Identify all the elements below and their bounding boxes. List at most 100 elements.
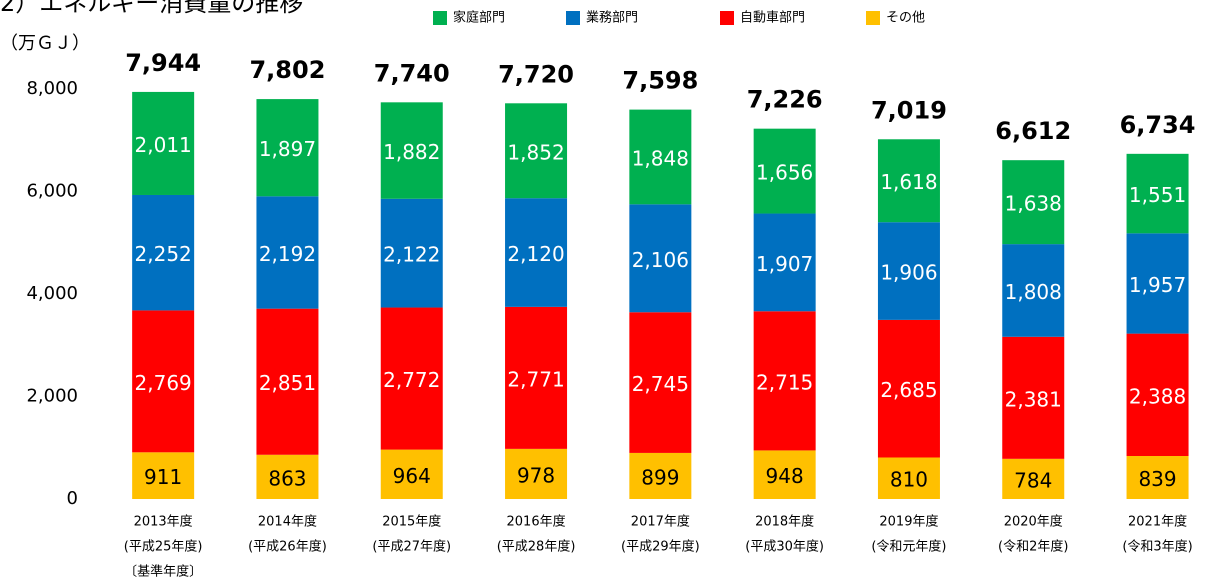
bar-segment — [1126, 233, 1189, 334]
data-label: 1,656 — [756, 161, 813, 185]
legend-swatch — [866, 11, 880, 25]
x-tick-label: 2016年度 — [507, 514, 566, 530]
bar-segment — [877, 319, 940, 458]
data-label: 2,192 — [259, 242, 316, 266]
data-label: 899 — [641, 465, 679, 489]
data-label: 863 — [268, 466, 306, 490]
legend-label: その他 — [886, 11, 925, 26]
bar-segment — [877, 222, 940, 320]
x-tick-label: 2019年度 — [879, 514, 938, 530]
legend-swatch — [720, 11, 734, 25]
x-tick-label: (令和3年度) — [1122, 539, 1192, 555]
data-label: 1,882 — [383, 140, 440, 164]
total-label: 6,612 — [995, 117, 1071, 145]
data-label: 810 — [890, 468, 928, 492]
bar-segment — [256, 196, 319, 309]
total-label: 7,802 — [249, 56, 325, 84]
y-tick-label: 2,000 — [26, 386, 78, 407]
data-label: 1,906 — [880, 261, 937, 285]
bar-segment — [1002, 458, 1065, 499]
data-label: 2,011 — [135, 133, 192, 157]
bar-segment — [256, 99, 319, 197]
data-label: 2,106 — [632, 248, 689, 272]
bar-segment — [1002, 244, 1065, 337]
x-tick-label: (平成28年度) — [497, 539, 576, 555]
bar-segment — [1002, 160, 1065, 245]
data-label: 2,772 — [383, 368, 440, 392]
data-label: 2,769 — [135, 371, 192, 395]
bar-segment — [877, 139, 940, 223]
x-tick-label: (令和2年度) — [998, 539, 1068, 555]
bar-segment — [877, 457, 940, 499]
data-label: 978 — [517, 463, 555, 487]
data-label: 2,685 — [880, 378, 937, 402]
x-tick-label: 2021年度 — [1128, 514, 1187, 530]
total-label: 7,944 — [125, 49, 201, 77]
legend-swatch — [433, 11, 447, 25]
y-tick-label: 4,000 — [26, 283, 78, 304]
total-label: 7,226 — [747, 86, 823, 114]
x-tick-label: 2015年度 — [382, 514, 441, 530]
data-label: 2,745 — [632, 372, 689, 396]
bar-segment — [380, 307, 443, 450]
legend-label: 業務部門 — [586, 10, 638, 26]
bar-segment — [1126, 153, 1189, 234]
bar-segment — [256, 308, 319, 455]
total-label: 7,598 — [622, 67, 698, 95]
data-label: 1,907 — [756, 252, 813, 276]
x-tick-label: 2018年度 — [755, 514, 814, 530]
bar-segment — [132, 194, 195, 311]
total-label: 7,019 — [871, 96, 947, 124]
data-label: 1,551 — [1129, 183, 1186, 207]
y-tick-label: 6,000 — [26, 181, 78, 202]
data-label: 839 — [1138, 467, 1176, 491]
bar-segment — [753, 311, 816, 451]
data-label: 2,388 — [1129, 384, 1186, 408]
legend-label: 家庭部門 — [453, 10, 505, 26]
data-label: 1,852 — [507, 140, 564, 164]
total-label: 7,720 — [498, 60, 574, 88]
bar-segment — [380, 198, 443, 308]
bar-segment — [505, 448, 568, 499]
x-tick-label: (平成26年度) — [248, 539, 327, 555]
data-label: 911 — [144, 465, 182, 489]
data-label: 784 — [1014, 468, 1052, 492]
x-tick-label: (平成25年度) — [124, 539, 203, 555]
bar-segment — [505, 198, 568, 307]
bar-segment — [132, 452, 195, 499]
data-label: 2,771 — [507, 367, 564, 391]
bar-segment — [132, 310, 195, 453]
bar-segment — [629, 109, 692, 205]
data-label: 2,715 — [756, 370, 813, 394]
data-label: 1,638 — [1005, 192, 1062, 216]
bar-segment — [1126, 456, 1189, 499]
data-label: 1,957 — [1129, 273, 1186, 297]
x-tick-label: 2017年度 — [631, 514, 690, 530]
bar-segment — [629, 452, 692, 499]
bar-segment — [132, 91, 195, 195]
total-label: 7,740 — [374, 59, 450, 87]
data-label: 2,851 — [259, 371, 316, 395]
y-tick-label: 8,000 — [26, 78, 78, 99]
data-label: 1,897 — [259, 137, 316, 161]
bar-segment — [256, 454, 319, 499]
x-tick-label: (平成27年度) — [372, 539, 451, 555]
data-label: 1,848 — [632, 146, 689, 170]
data-label: 2,381 — [1005, 387, 1062, 411]
legend-label: 自動車部門 — [740, 11, 805, 26]
legend-swatch — [566, 11, 580, 25]
y-axis-label: （万ＧＪ） — [0, 33, 90, 54]
bar-segment — [380, 102, 443, 199]
bar-segment — [380, 449, 443, 499]
x-tick-label: (平成29年度) — [621, 539, 700, 555]
x-tick-label: 2013年度 — [134, 514, 193, 530]
data-label: 2,252 — [135, 242, 192, 266]
y-tick-label: 0 — [67, 488, 78, 509]
bar-segment — [629, 204, 692, 313]
data-label: 1,808 — [1005, 280, 1062, 304]
bar-segment — [1126, 333, 1189, 457]
bar-segment — [505, 103, 568, 199]
chart-title: 2）エネルギー消費量の推移 — [0, 0, 303, 17]
x-tick-label: (平成30年度) — [745, 539, 824, 555]
